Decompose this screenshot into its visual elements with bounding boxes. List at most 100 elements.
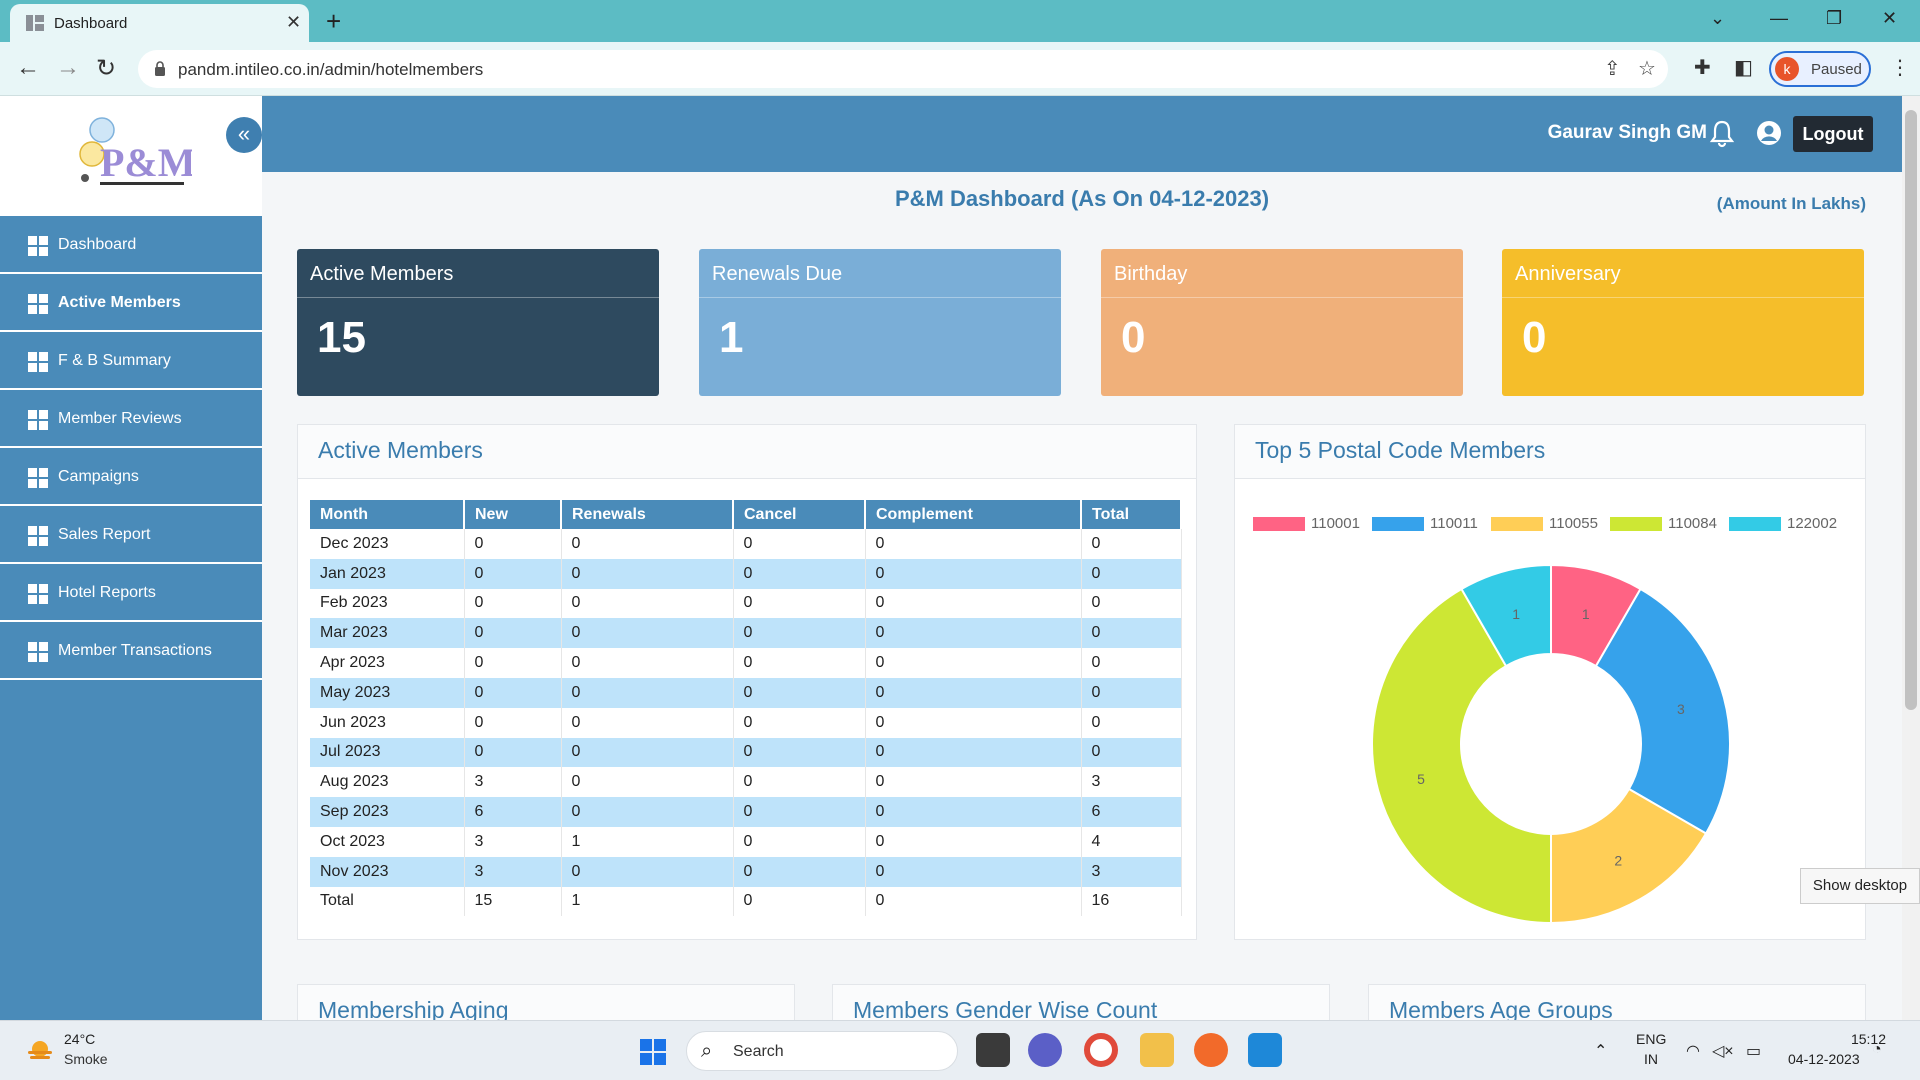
sidebar-item-member-reviews[interactable]: Member Reviews <box>0 390 262 448</box>
table-cell: 6 <box>1081 797 1182 827</box>
restore-icon[interactable]: ❐ <box>1826 8 1843 28</box>
weather-temperature[interactable]: 24°C <box>64 1031 96 1047</box>
extensions-puzzle-icon[interactable]: ✚ <box>1694 57 1711 79</box>
svg-text:P&M: P&M <box>100 140 192 185</box>
scrollbar-thumb[interactable] <box>1905 110 1917 710</box>
table-cell: 0 <box>1081 588 1182 619</box>
sidebar-item-fb-summary[interactable]: F & B Summary <box>0 332 262 390</box>
browser-menu-icon[interactable]: ⋮ <box>1890 57 1910 79</box>
browser-tab[interactable]: Dashboard ✕ <box>10 4 309 42</box>
page-scrollbar[interactable] <box>1902 96 1920 1020</box>
chrome-icon[interactable] <box>1084 1033 1118 1067</box>
panel-title: Top 5 Postal Code Members <box>1255 437 1546 463</box>
donut-slice-122002[interactable] <box>1460 563 1552 668</box>
profile-avatar: k <box>1775 57 1799 81</box>
teams-chat-icon[interactable] <box>1028 1033 1062 1067</box>
sidebar-item-sales-report[interactable]: Sales Report <box>0 506 262 564</box>
table-cell: 0 <box>865 826 1082 857</box>
notification-icon[interactable]: ◔ <box>1872 1041 1882 1058</box>
legend-label: 110011 <box>1430 515 1478 532</box>
renewals-due-card[interactable]: Renewals Due 1 <box>699 249 1061 396</box>
donut-slice-110084[interactable] <box>1371 587 1552 925</box>
minimize-icon[interactable]: — <box>1770 8 1788 28</box>
table-cell: 0 <box>733 826 866 857</box>
clock-date[interactable]: 04-12-2023 <box>1788 1051 1860 1067</box>
windows-taskbar: 24°C Smoke ⌕ Search ⌃ ENG IN ◠ ◁× ▭ 15:1… <box>0 1020 1920 1080</box>
postal-code-donut-chart: 1 3 2 5 1 <box>1371 563 1731 925</box>
active-members-card[interactable]: Active Members 15 <box>297 249 659 396</box>
file-explorer-icon[interactable] <box>1140 1033 1174 1067</box>
table-cell: 0 <box>1081 618 1182 649</box>
new-tab-button[interactable]: + <box>326 6 342 36</box>
speaker-muted-icon[interactable]: ◁× <box>1712 1043 1734 1060</box>
card-value: 0 <box>1121 313 1146 362</box>
wifi-icon[interactable]: ◠ <box>1686 1043 1700 1060</box>
sidebar-item-member-transactions[interactable]: Member Transactions <box>0 622 262 680</box>
table-cell: Apr 2023 <box>310 648 465 678</box>
show-hidden-icons-chevron-icon[interactable]: ⌃ <box>1594 1043 1608 1060</box>
card-title: Anniversary <box>1515 263 1621 285</box>
table-row: Feb 2023 0 0 0 0 0 <box>310 588 1182 619</box>
sidebar-item-hotel-reports[interactable]: Hotel Reports <box>0 564 262 622</box>
notification-bell-icon[interactable] <box>1708 118 1736 148</box>
table-row: Aug 2023 3 0 0 0 3 <box>310 767 1182 798</box>
anniversary-card[interactable]: Anniversary 0 <box>1502 249 1864 396</box>
table-cell: Jul 2023 <box>310 737 465 768</box>
windows-start-icon[interactable] <box>640 1039 666 1065</box>
address-bar[interactable]: pandm.intileo.co.in/admin/hotelmembers ⇪… <box>138 50 1668 88</box>
table-cell: 0 <box>733 707 866 738</box>
forward-arrow-icon[interactable]: → <box>56 54 80 81</box>
table-body: Dec 2023 0 0 0 0 0 Jan 2023 0 0 0 0 0 Feb 2023 0 0 0 0 0 M… <box>310 529 1182 917</box>
donut-slice-110055[interactable] <box>1550 787 1708 925</box>
table-cell: 0 <box>464 618 562 649</box>
table-cell: Feb 2023 <box>310 588 465 619</box>
collapse-sidebar-icon[interactable]: « <box>226 117 262 153</box>
task-view-icon[interactable] <box>976 1033 1010 1067</box>
sidebar-item-active-members[interactable]: Active Members <box>0 274 262 332</box>
app-compass-icon[interactable] <box>1194 1033 1228 1067</box>
share-icon[interactable]: ⇪ <box>1604 58 1621 80</box>
table-cell: 0 <box>464 588 562 619</box>
input-region[interactable]: IN <box>1644 1051 1658 1067</box>
reload-icon[interactable]: ↻ <box>96 55 117 82</box>
column-header: Cancel <box>733 500 866 529</box>
logout-button[interactable]: Logout <box>1793 116 1873 152</box>
input-language[interactable]: ENG <box>1636 1031 1667 1047</box>
table-cell: 0 <box>1081 529 1182 559</box>
vscode-icon[interactable] <box>1248 1033 1282 1067</box>
weather-description[interactable]: Smoke <box>64 1051 108 1067</box>
sidebar-item-label: Campaigns <box>58 468 139 485</box>
table-cell: 0 <box>464 707 562 738</box>
table-cell: Total <box>310 886 465 917</box>
legend-label: 110001 <box>1311 515 1360 532</box>
sidebar: P&M « Dashboard Active Members F & B Sum… <box>0 96 262 1020</box>
sidebar-item-dashboard[interactable]: Dashboard <box>0 216 262 274</box>
bookmark-star-icon[interactable]: ☆ <box>1638 58 1656 80</box>
table-row: Oct 2023 3 1 0 0 4 <box>310 826 1182 857</box>
table-cell: 0 <box>733 886 866 917</box>
weather-smoke-icon[interactable] <box>26 1037 54 1065</box>
battery-icon[interactable]: ▭ <box>1746 1043 1762 1060</box>
table-cell: 0 <box>865 797 1082 827</box>
card-value: 15 <box>317 313 366 362</box>
side-panel-icon[interactable]: ◧ <box>1734 57 1753 79</box>
user-account-icon[interactable] <box>1756 120 1782 146</box>
tab-search-chevron-icon[interactable]: ⌄ <box>1710 8 1726 28</box>
window-close-icon[interactable]: ✕ <box>1882 8 1898 28</box>
table-cell: Dec 2023 <box>310 529 465 559</box>
tab-close-icon[interactable]: ✕ <box>286 12 302 32</box>
legend-swatch <box>1372 517 1424 531</box>
sidebar-item-campaigns[interactable]: Campaigns <box>0 448 262 506</box>
back-arrow-icon[interactable]: ← <box>16 54 40 81</box>
card-divider <box>699 297 1061 298</box>
donut-slice-110011[interactable] <box>1594 587 1731 835</box>
table-cell: 0 <box>561 618 734 649</box>
panel-title: Members Age Groups <box>1389 997 1613 1020</box>
card-title: Birthday <box>1114 263 1188 285</box>
column-header: Complement <box>865 500 1082 529</box>
profile-button[interactable]: k Paused <box>1769 51 1871 87</box>
clock-time[interactable]: 15:12 <box>1850 1031 1886 1047</box>
birthday-card[interactable]: Birthday 0 <box>1101 249 1463 396</box>
taskbar-search-box[interactable]: ⌕ Search <box>686 1031 958 1071</box>
table-cell: 15 <box>464 886 562 917</box>
